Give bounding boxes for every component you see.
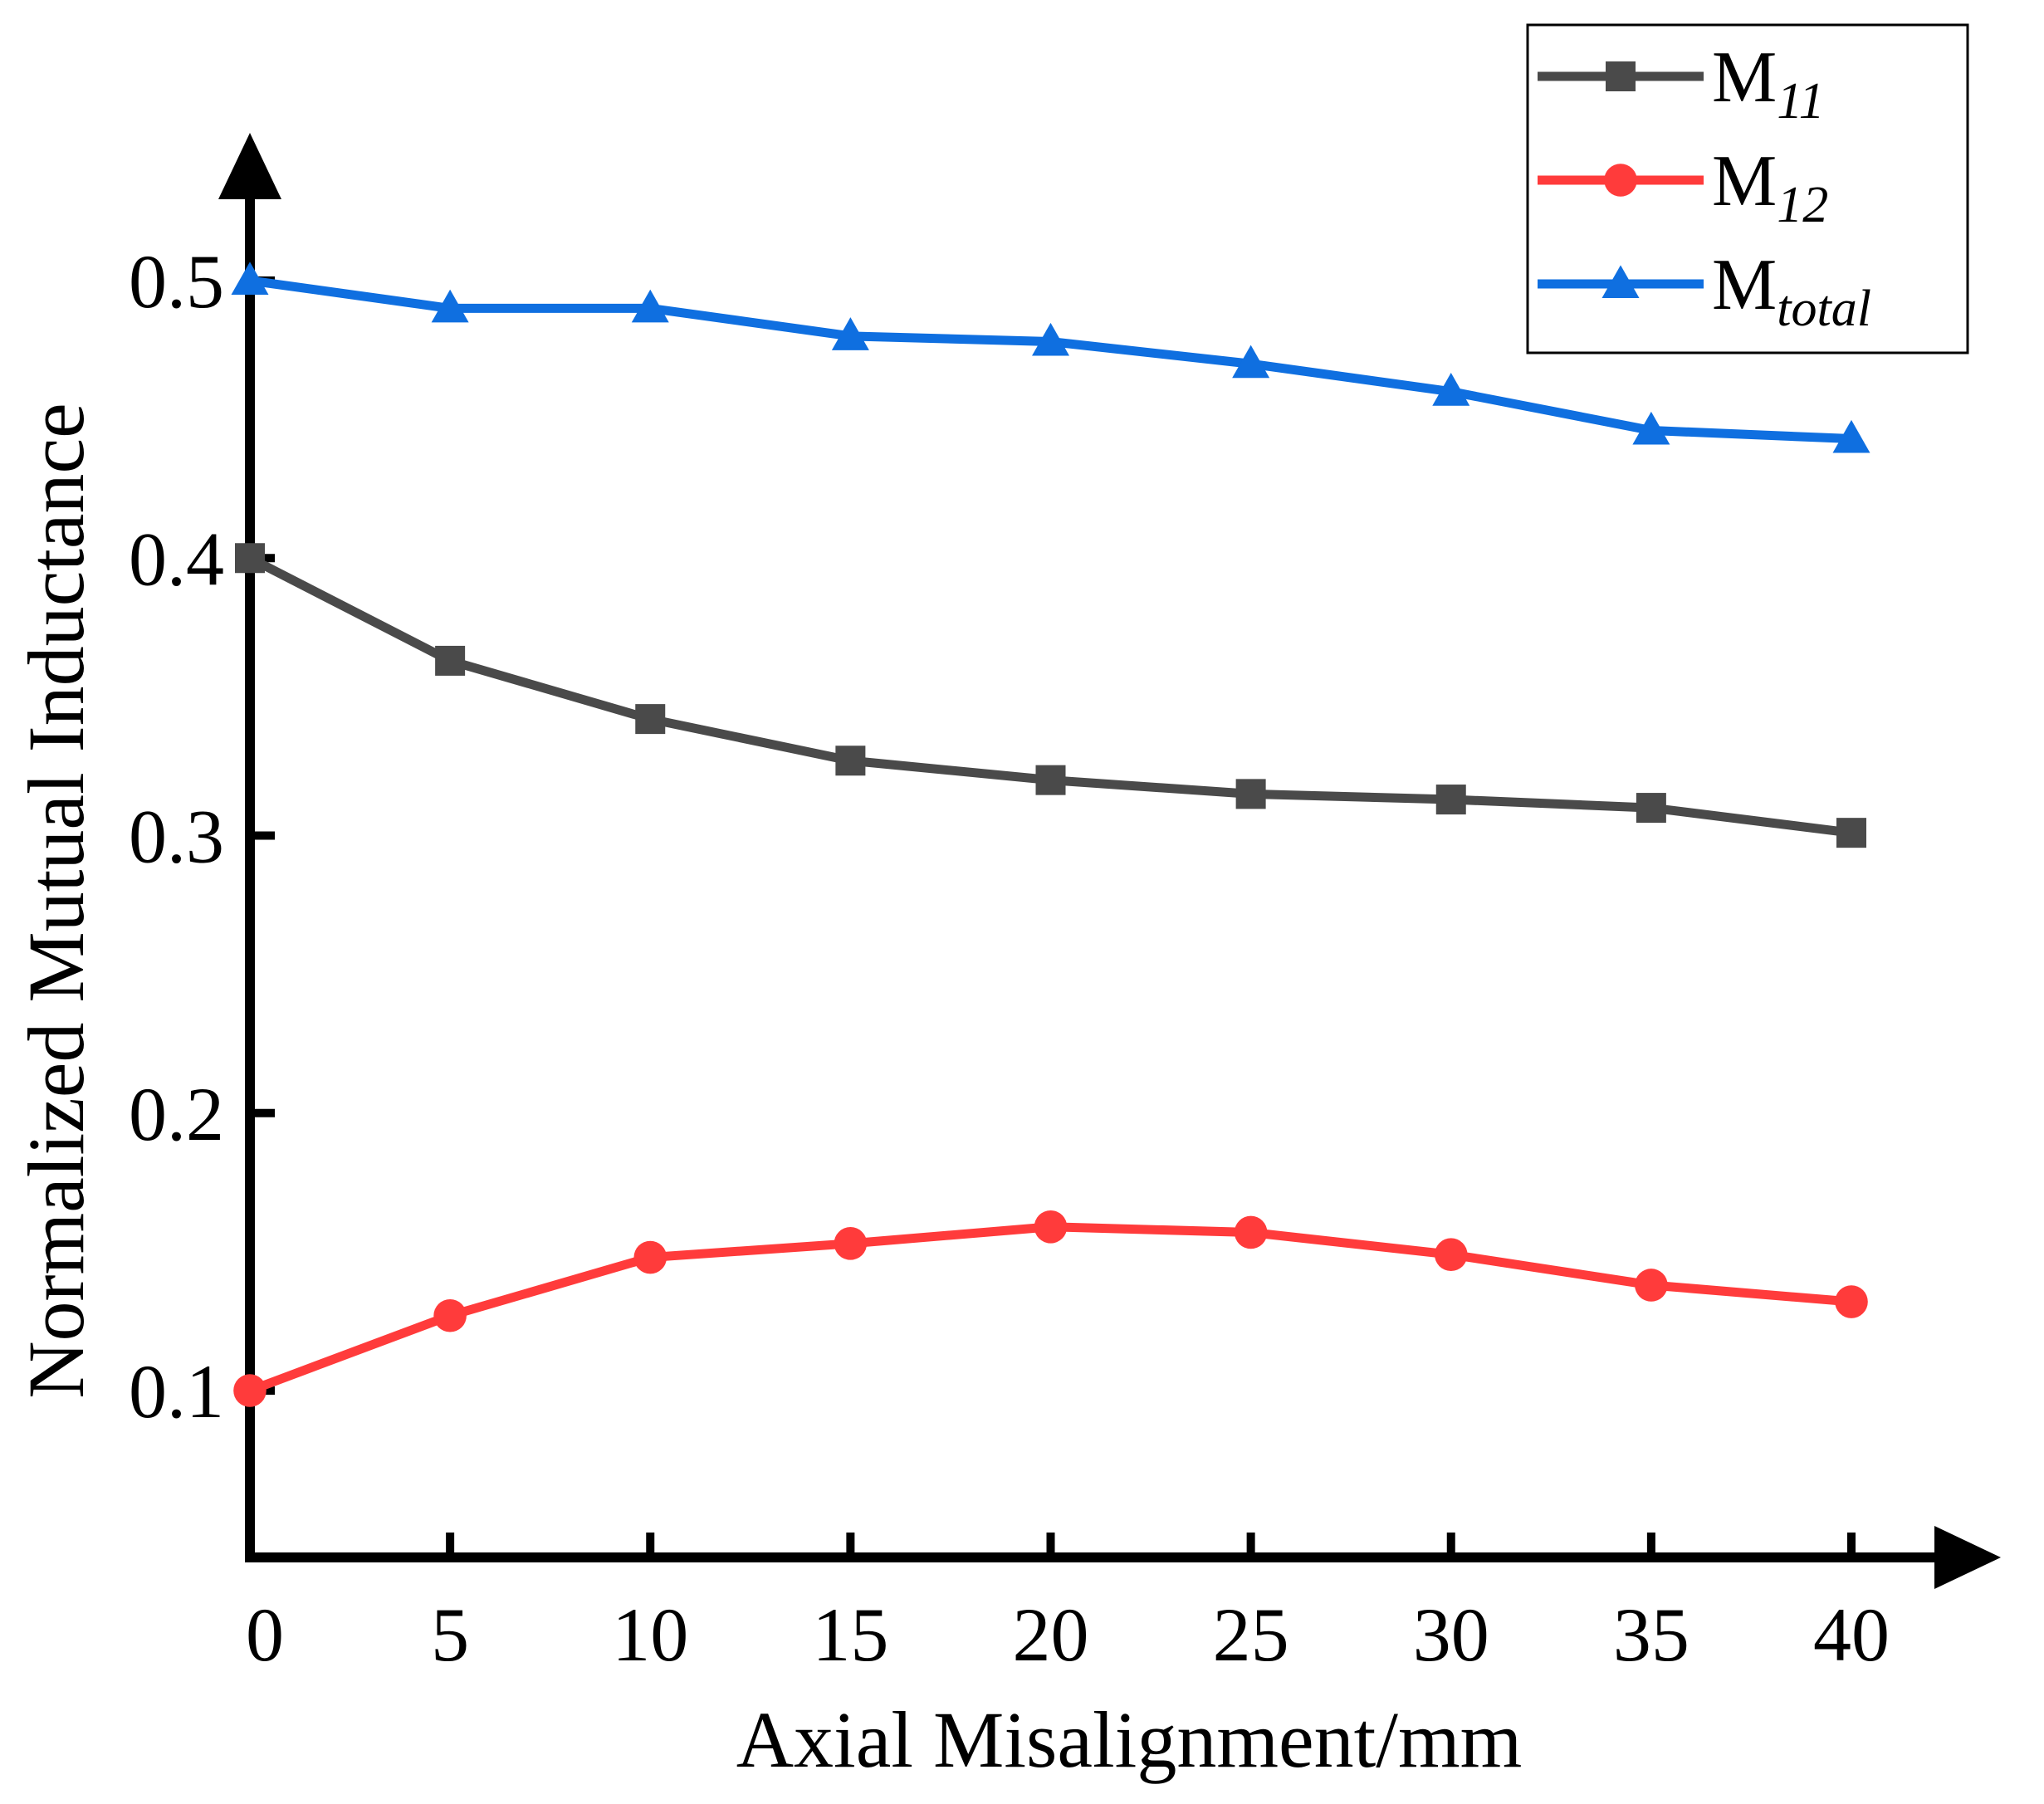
y-tick-label: 0.3 (129, 794, 224, 879)
x-tick-label: 10 (612, 1592, 688, 1677)
legend-label-main: M (1712, 37, 1777, 118)
y-tick-label: 0.4 (129, 516, 224, 601)
legend-label-subscript: 11 (1777, 73, 1824, 130)
data-point-11 (835, 746, 866, 776)
data-point-11 (635, 704, 666, 735)
legend-marker (1604, 164, 1637, 197)
data-point-total (1032, 322, 1069, 356)
data-point-total (431, 289, 469, 323)
series-line-12 (248, 1222, 1852, 1396)
data-point-11 (1035, 765, 1066, 795)
x-tick-label: 35 (1613, 1592, 1689, 1677)
legend-entry-11: M11 (1538, 37, 1825, 130)
y-axis-arrow (218, 133, 281, 199)
legend-label-subscript: 12 (1777, 177, 1828, 233)
data-point-12 (1034, 1210, 1068, 1244)
data-point-total (1432, 373, 1470, 406)
data-point-12 (1835, 1285, 1868, 1318)
data-point-11 (235, 543, 265, 574)
axes (218, 133, 2001, 1589)
x-axis-arrow (1934, 1526, 2001, 1589)
data-point-total (1832, 419, 1870, 453)
data-point-12 (233, 1374, 267, 1407)
x-axis-title: Axial Misalignment/mm (736, 1695, 1523, 1784)
data-point-11 (1836, 818, 1866, 848)
data-point-12 (1635, 1269, 1668, 1302)
y-tick-label: 0.5 (129, 239, 224, 324)
legend-label: M12 (1712, 141, 1828, 233)
series-total (231, 262, 1870, 453)
data-point-total (231, 262, 269, 296)
legend-label: Mtotal (1712, 245, 1871, 337)
legend-entry-12: M12 (1538, 141, 1828, 233)
x-tick-label: 0 (246, 1592, 284, 1677)
legend-label-main: M (1712, 245, 1777, 325)
data-point-12 (1434, 1238, 1468, 1272)
legend-label-subscript: total (1777, 281, 1871, 337)
x-tick-label: 30 (1413, 1592, 1489, 1677)
x-tick-label: 40 (1813, 1592, 1890, 1677)
legend-marker (1601, 265, 1640, 299)
series-11 (235, 543, 1866, 848)
ticks: 0 5 10 15 20 25 30 35 40 0.1 0.2 0.3 0.4 0.5 (129, 239, 1890, 1677)
data-point-11 (1235, 779, 1266, 809)
x-tick-label: 5 (431, 1592, 469, 1677)
data-point-12 (834, 1227, 868, 1260)
data-point-12 (1234, 1215, 1268, 1249)
y-axis-title: Normalized Mutual Inductance (12, 403, 100, 1399)
data-point-11 (1435, 785, 1466, 815)
legend-label-main: M (1712, 141, 1777, 222)
data-point-12 (433, 1298, 467, 1332)
x-tick-label: 20 (1013, 1592, 1089, 1677)
y-tick-label: 0.2 (129, 1072, 224, 1156)
x-tick-label: 25 (1213, 1592, 1289, 1677)
data-point-11 (435, 645, 466, 676)
data-point-total (631, 289, 669, 323)
data-point-11 (1636, 793, 1666, 824)
series-12 (233, 1210, 1868, 1407)
legend-label: M11 (1712, 37, 1825, 130)
data-point-total (831, 317, 869, 350)
data-point-12 (633, 1240, 667, 1274)
data-point-total (1232, 345, 1270, 379)
legend-entry-total: Mtotal (1538, 245, 1871, 337)
y-tick-label: 0.1 (129, 1349, 224, 1434)
data-point-total (1632, 411, 1670, 445)
x-tick-label: 15 (812, 1592, 888, 1677)
legend-marker (1606, 61, 1636, 91)
series-layer (231, 262, 1870, 1407)
